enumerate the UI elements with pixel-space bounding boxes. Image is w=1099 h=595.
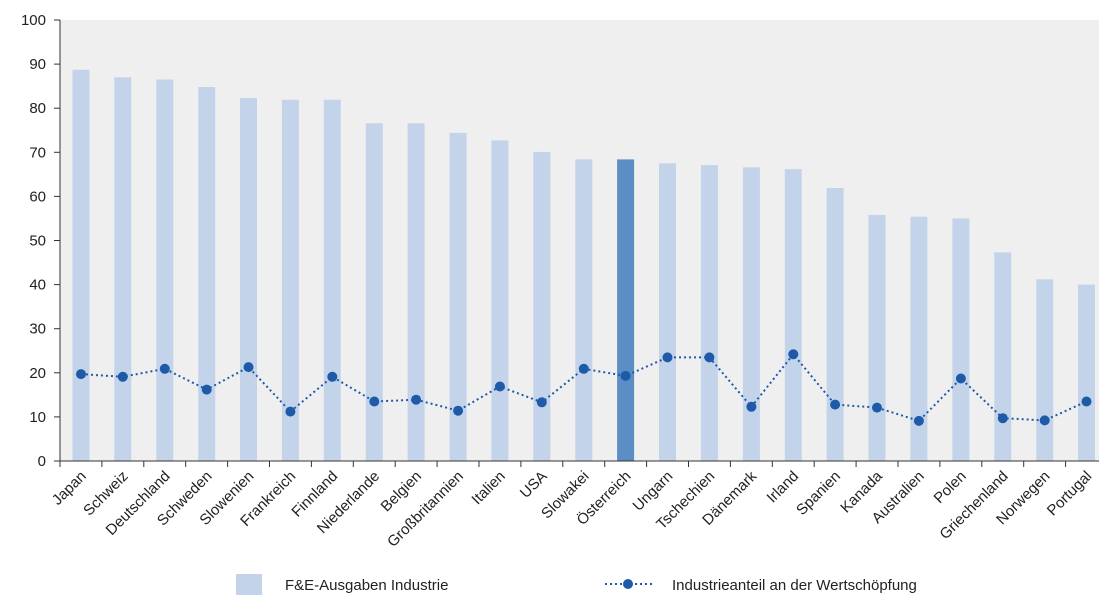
bar-1: [114, 77, 132, 462]
legend-swatch-marker: [623, 579, 633, 589]
bar-7: [365, 123, 383, 461]
x-axis: JapanSchweizDeutschlandSchwedenSlowenien…: [49, 460, 1099, 551]
x-tick-label-24: Portugal: [1044, 468, 1096, 520]
y-tick-label-3: 30: [29, 321, 46, 338]
line-point-2: [159, 363, 170, 374]
bar-8: [407, 123, 425, 461]
x-tick-label-9: Großbritannien: [384, 468, 467, 551]
line-point-19: [872, 402, 882, 413]
bar-15: [700, 165, 718, 461]
line-point-0: [76, 369, 86, 380]
x-tick-label-17: Irland: [764, 468, 803, 507]
line-point-20: [913, 415, 924, 426]
legend-swatch-bar: [236, 574, 262, 595]
line-point-5: [285, 406, 296, 417]
line-point-15: [704, 352, 715, 363]
bar-24: [1078, 284, 1095, 461]
bar-19: [868, 214, 886, 461]
x-tick-label-10: Italien: [468, 468, 508, 508]
line-series: [76, 349, 1092, 426]
y-tick-label-9: 90: [29, 56, 46, 73]
bar-10: [491, 140, 509, 461]
line-point-12: [578, 363, 589, 374]
line-point-3: [201, 384, 212, 395]
legend-label-bar: F&E-Ausgaben Industrie: [285, 577, 448, 594]
line-point-6: [327, 371, 338, 382]
y-axis: 0 10 20 30 40 50 60 70 80 90 100: [21, 12, 61, 470]
line-point-21: [955, 373, 966, 384]
line-point-9: [453, 405, 464, 416]
y-tick-label-7: 70: [29, 144, 46, 161]
bar-17: [784, 169, 802, 461]
bar-14: [659, 163, 676, 462]
x-tick-label-11: USA: [517, 468, 551, 502]
y-tick-label-10: 100: [21, 12, 46, 29]
line-point-24: [1081, 396, 1092, 407]
line-point-11: [536, 397, 547, 408]
bar-23: [1036, 279, 1054, 461]
line-point-23: [1039, 415, 1050, 426]
bar-20: [910, 216, 928, 461]
bar-0: [72, 69, 90, 462]
bar-group: [72, 69, 1095, 462]
bar-22: [994, 252, 1012, 461]
line-point-4: [243, 362, 254, 373]
bar-16: [742, 167, 760, 462]
y-tick-label-4: 40: [29, 277, 46, 294]
line-point-22: [997, 413, 1008, 424]
legend: F&E-Ausgaben Industrie Industrieanteil a…: [236, 574, 917, 595]
x-tick-label-21: Polen: [931, 468, 970, 507]
line-point-7: [369, 396, 380, 407]
line-point-14: [662, 352, 673, 363]
y-tick-label-2: 20: [29, 365, 46, 382]
line-point-1: [117, 371, 128, 382]
bar-11: [533, 151, 551, 461]
line-point-18: [830, 399, 841, 410]
line-point-10: [494, 381, 505, 392]
line-point-13: [620, 370, 631, 381]
bar-3: [198, 87, 216, 461]
bar-13: [617, 159, 635, 461]
y-tick-label-6: 60: [29, 188, 46, 205]
bar-5: [281, 99, 299, 462]
line-point-8: [411, 394, 422, 405]
line-point-17: [788, 349, 799, 360]
legend-label-line: Industrieanteil an der Wertschöpfung: [672, 577, 917, 594]
bar-4: [240, 98, 257, 461]
bar-2: [156, 79, 174, 461]
y-tick-label-0: 0: [38, 453, 46, 470]
x-tick-label-18: Spanien: [793, 468, 844, 519]
bar-6: [323, 99, 341, 462]
y-tick-label-1: 10: [29, 409, 46, 426]
y-tick-label-5: 50: [29, 233, 46, 250]
bar-18: [826, 188, 844, 461]
y-tick-label-8: 80: [29, 100, 46, 117]
bar-9: [449, 132, 467, 461]
bar-21: [952, 218, 970, 461]
bar-12: [575, 159, 593, 461]
line-point-16: [746, 401, 757, 412]
